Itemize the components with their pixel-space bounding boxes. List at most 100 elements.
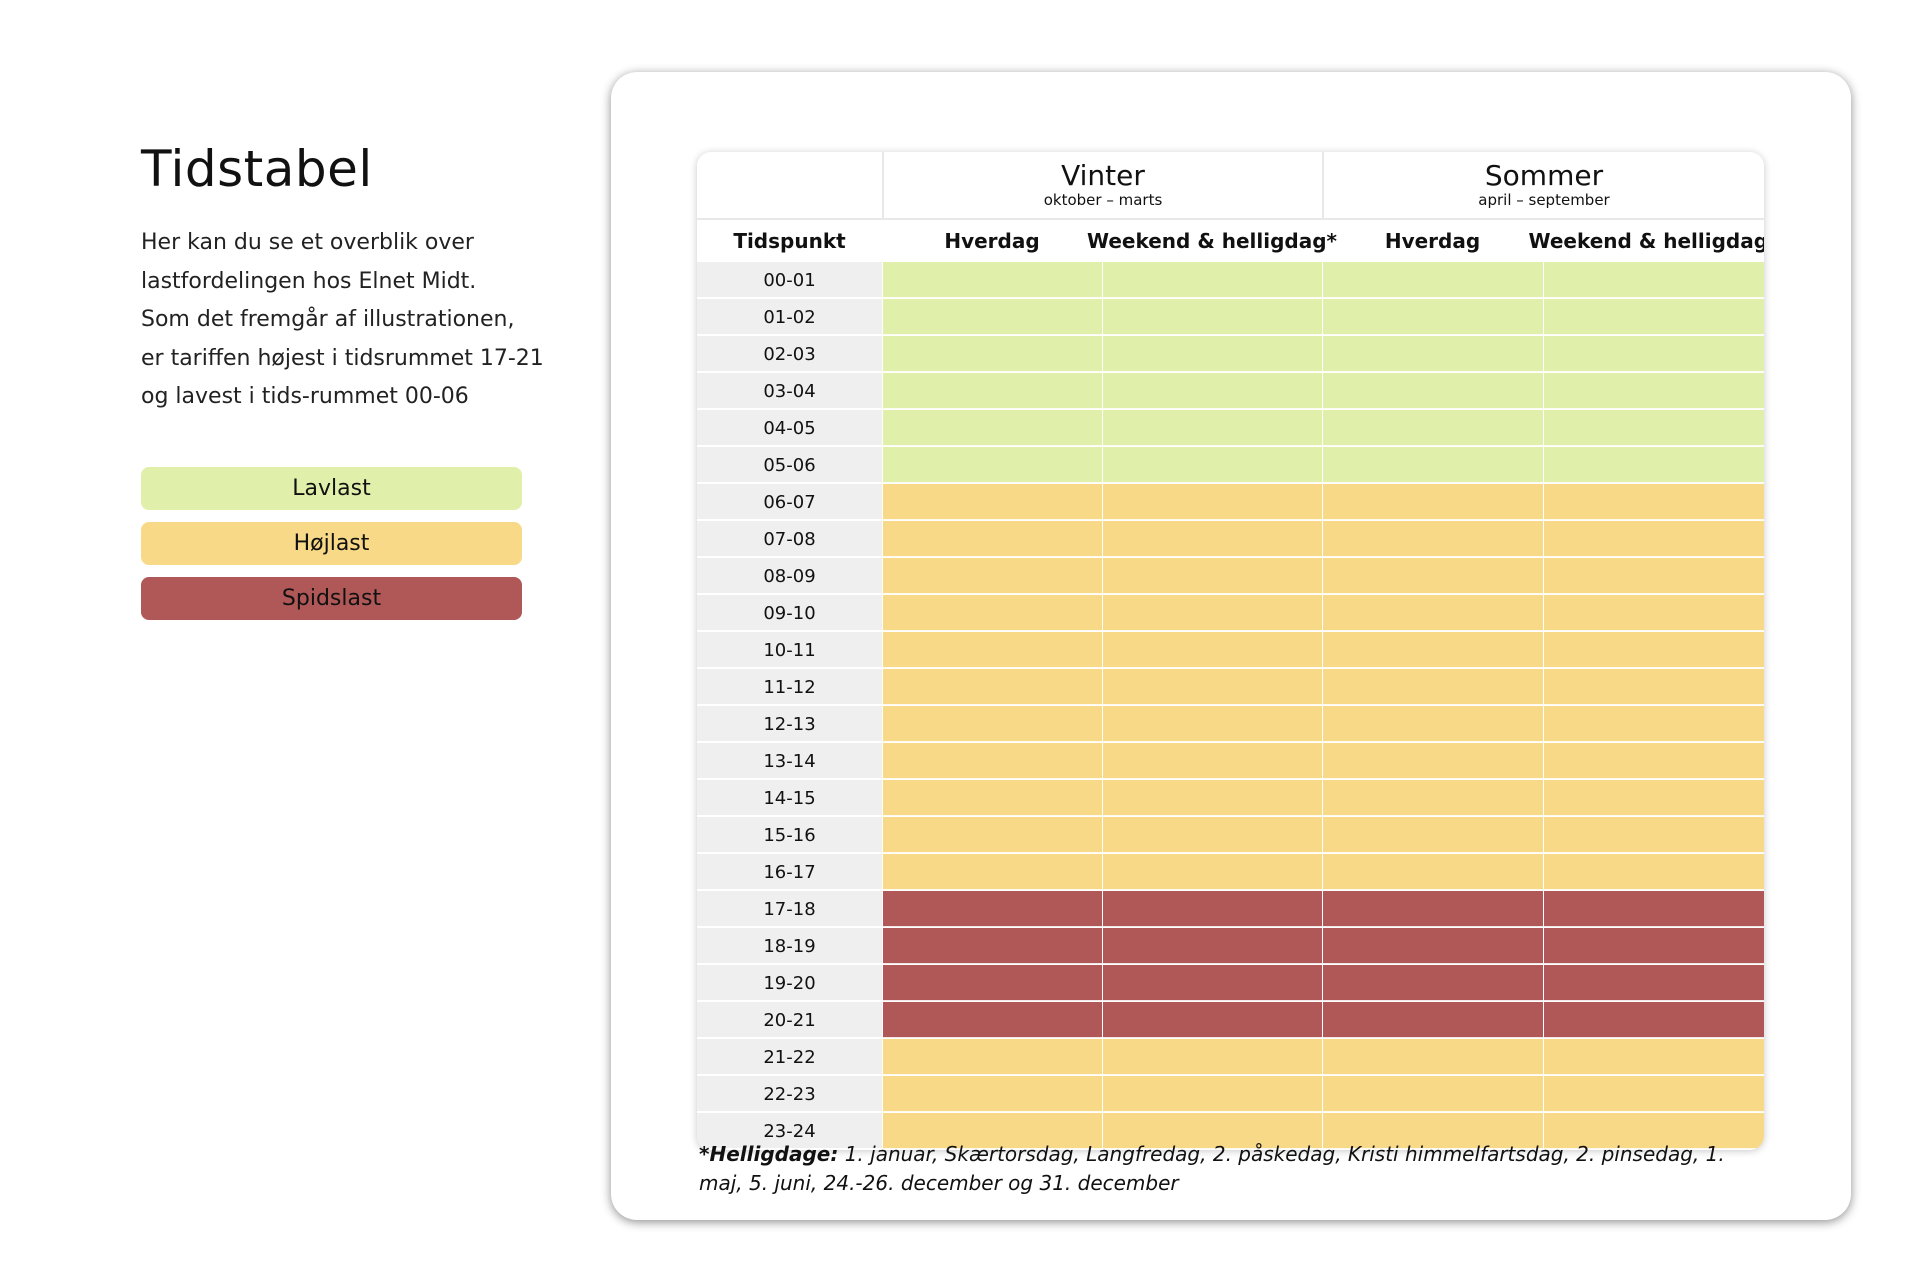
load-cell <box>1543 595 1764 631</box>
load-cell <box>1102 780 1322 816</box>
time-cell: 15-16 <box>697 817 882 854</box>
load-cell <box>1102 854 1322 890</box>
time-cell: 22-23 <box>697 1076 882 1113</box>
intro-text: Her kan du se et overblik over lastforde… <box>141 224 544 417</box>
load-cell <box>882 854 1102 890</box>
column-header-summer-weekday: Hverdag <box>1384 229 1481 253</box>
load-cell <box>1102 299 1322 335</box>
load-cell <box>1322 521 1543 557</box>
load-cell <box>1543 632 1764 668</box>
load-cell <box>1102 1039 1322 1075</box>
time-cell: 19-20 <box>697 965 882 1002</box>
load-cell <box>1322 1039 1543 1075</box>
load-cell <box>1543 817 1764 853</box>
load-cell <box>1543 558 1764 594</box>
load-cell <box>882 373 1102 409</box>
load-cell <box>1102 965 1322 1001</box>
load-cell <box>1102 447 1322 483</box>
load-cell <box>1102 336 1322 372</box>
time-cell: 17-18 <box>697 891 882 928</box>
load-cell <box>1322 743 1543 779</box>
time-cell: 07-08 <box>697 521 882 558</box>
load-cell <box>1322 484 1543 520</box>
column-header-winter-weekday: Hverdag <box>944 229 1040 253</box>
load-cell <box>1543 447 1764 483</box>
load-cell <box>1102 373 1322 409</box>
load-cell <box>1543 1076 1764 1112</box>
load-cell <box>1102 891 1322 927</box>
load-cell <box>882 817 1102 853</box>
load-cell <box>1543 373 1764 409</box>
load-cell <box>1322 1002 1543 1038</box>
load-cell <box>1102 521 1322 557</box>
load-cell <box>1102 410 1322 446</box>
season-name: Vinter <box>1061 159 1145 192</box>
legend-item: Lavlast <box>141 466 522 510</box>
load-cell <box>882 299 1102 335</box>
time-cell: 12-13 <box>697 706 882 743</box>
time-cell: 13-14 <box>697 743 882 780</box>
load-cell <box>1102 632 1322 668</box>
load-cell <box>1322 854 1543 890</box>
load-cell <box>1322 965 1543 1001</box>
load-cell <box>1322 410 1543 446</box>
intro-line: er tariffen højest i tidsrummet 17-21 <box>141 345 544 371</box>
load-cell <box>1102 1002 1322 1038</box>
load-cell <box>1322 1076 1543 1112</box>
timetable-grid: Vinter oktober – marts Sommer april – se… <box>697 152 1764 1150</box>
load-cell <box>882 669 1102 705</box>
intro-line: Som det fremgår af illustrationen, <box>141 307 515 332</box>
load-cell <box>882 706 1102 742</box>
time-cell: 18-19 <box>697 928 882 965</box>
load-cell <box>1102 595 1322 631</box>
load-cell <box>1543 928 1764 964</box>
intro-line: og lavest i tids-rummet 00-06 <box>141 384 469 409</box>
season-name: Sommer <box>1484 159 1604 192</box>
load-cell <box>1102 928 1322 964</box>
load-cell <box>882 410 1102 446</box>
season-range: oktober – marts <box>1043 191 1163 209</box>
load-cell <box>1322 558 1543 594</box>
load-cell <box>1543 669 1764 705</box>
column-header-winter-weekend: Weekend & helligdag* <box>1087 229 1337 253</box>
load-cell <box>1322 817 1543 853</box>
time-cell: 04-05 <box>697 410 882 447</box>
time-cell: 05-06 <box>697 447 882 484</box>
load-cell <box>1102 1076 1322 1112</box>
time-cell: 11-12 <box>697 669 882 706</box>
load-cell <box>1322 1113 1543 1149</box>
time-cell: 01-02 <box>697 299 882 336</box>
time-cell: 09-10 <box>697 595 882 632</box>
column-header-summer-weekend: Weekend & helligdag* <box>1528 229 1765 253</box>
load-cell <box>882 928 1102 964</box>
time-cell: 14-15 <box>697 780 882 817</box>
timetable: Vinter oktober – marts Sommer april – se… <box>697 152 1764 1150</box>
load-cell <box>1543 410 1764 446</box>
load-cell <box>1543 262 1764 298</box>
load-cell <box>1322 706 1543 742</box>
column-header-time: Tidspunkt <box>697 220 882 262</box>
load-cell <box>1322 928 1543 964</box>
load-cell <box>1102 706 1322 742</box>
header-blank <box>697 152 882 220</box>
load-cell <box>1543 1002 1764 1038</box>
footnote-text: 1. januar, Skærtorsdag, Langfredag, 2. p… <box>699 1142 1725 1195</box>
load-cell <box>882 632 1102 668</box>
timetable-card: Vinter oktober – marts Sommer april – se… <box>611 72 1851 1220</box>
load-cell <box>1543 854 1764 890</box>
load-cell <box>1543 521 1764 557</box>
load-cell <box>1322 299 1543 335</box>
load-cell <box>882 336 1102 372</box>
season-header-winter: Vinter oktober – marts <box>882 152 1322 220</box>
load-cell <box>882 447 1102 483</box>
load-cell <box>1322 780 1543 816</box>
load-cell <box>882 521 1102 557</box>
load-cell <box>1102 484 1322 520</box>
load-cell <box>1543 706 1764 742</box>
load-cell <box>1543 891 1764 927</box>
time-cell: 06-07 <box>697 484 882 521</box>
load-cell <box>1543 299 1764 335</box>
footnote-label: *Helligdage: <box>699 1142 839 1166</box>
load-cell <box>1543 780 1764 816</box>
season-range: april – september <box>1478 191 1610 209</box>
